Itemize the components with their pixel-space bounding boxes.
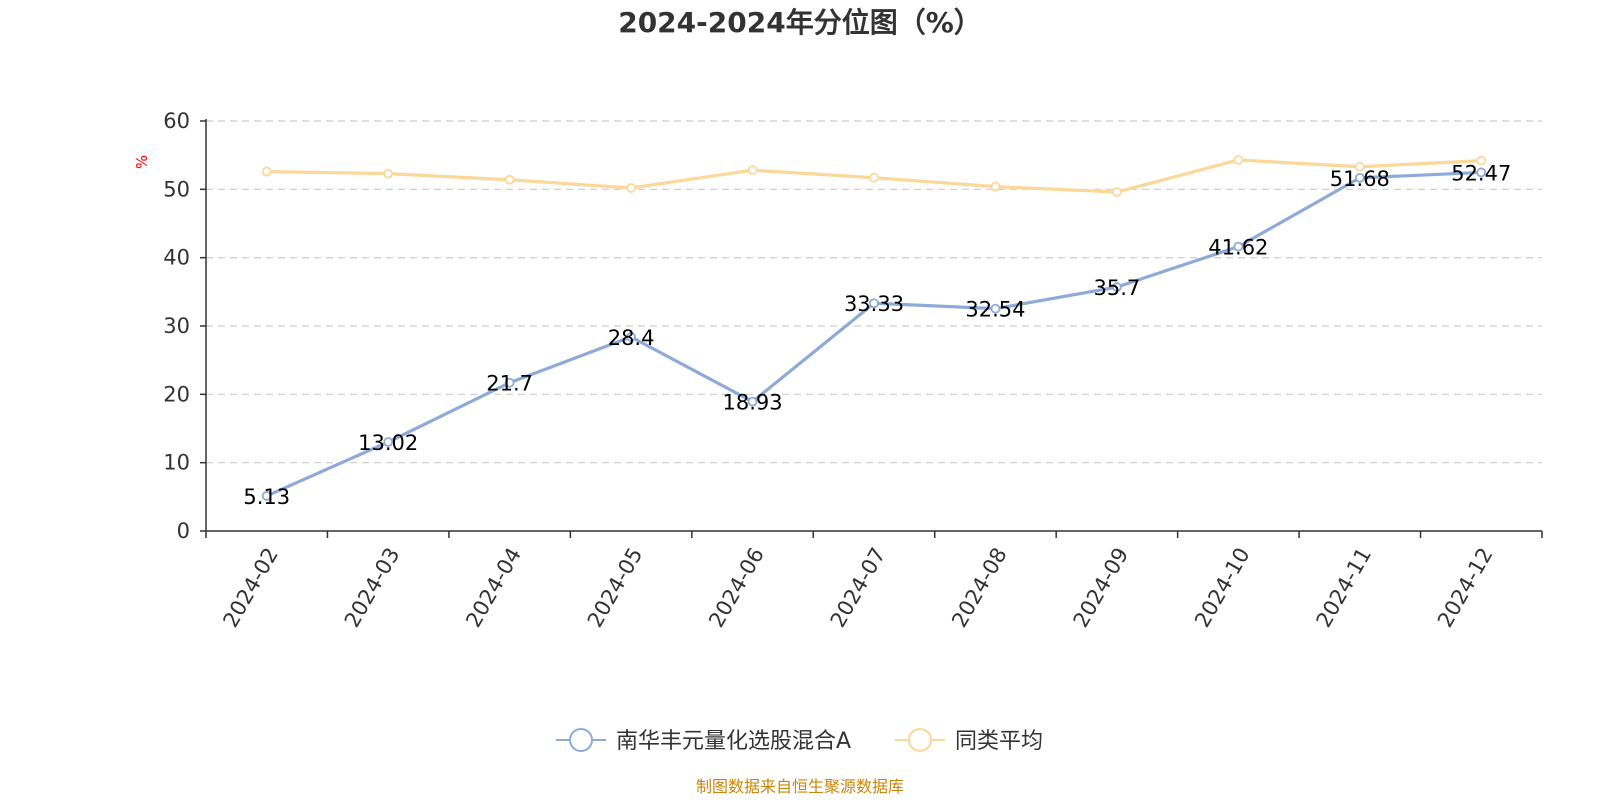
series-0-point [626, 332, 636, 342]
data-label: 28.4 [608, 326, 655, 350]
series-1-point [990, 181, 1001, 192]
x-tick-label: 2024-04 [461, 544, 526, 632]
x-tick-label: 2024-12 [1433, 544, 1498, 632]
y-tick-label: 40 [163, 246, 190, 270]
series-0-point [1112, 282, 1122, 292]
series-1-point [869, 172, 879, 183]
legend-label: 南华丰元量化选股混合A [616, 729, 851, 754]
x-tick-label: 2024-02 [218, 544, 283, 632]
series-0-point [1476, 167, 1487, 178]
legend-item-0[interactable]: 南华丰元量化选股混合A [556, 728, 851, 754]
legend-label: 同类平均 [955, 729, 1043, 754]
data-label: 13.02 [358, 431, 418, 455]
legend: 南华丰元量化选股混合A 同类平均 [556, 728, 1043, 754]
x-tick-label: 2024-05 [583, 544, 648, 632]
data-label: 5.13 [243, 485, 290, 509]
x-tick-label: 2024-10 [1190, 544, 1255, 632]
series-1-point [1354, 161, 1365, 172]
x-tick-label: 2024-09 [1069, 544, 1134, 632]
series-lines [261, 155, 1487, 501]
grid-lines [206, 120, 1542, 464]
legend-marker-icon [569, 728, 593, 752]
legend-marker-icon [908, 728, 932, 752]
series-1-point [383, 168, 394, 179]
chart-title: 2024-2024年分位图（%） [618, 6, 982, 39]
series-0-point [261, 491, 272, 501]
x-tick-label: 2024-06 [704, 544, 769, 632]
series-0-point [1233, 241, 1244, 252]
data-label: 35.7 [1094, 276, 1141, 300]
x-tick-label: 2024-08 [947, 544, 1012, 632]
series-1-point [747, 165, 758, 176]
data-labels: 5.13 13.02 21.7 28.4 18.93 33.33 32.54 35.7 41.6… [243, 161, 1511, 508]
source-note: 制图数据来自恒生聚源数据库 [696, 777, 904, 796]
series-1-point [1112, 187, 1122, 197]
series-0-point [1354, 172, 1365, 183]
data-label: 41.62 [1208, 236, 1268, 260]
data-label: 52.47 [1451, 161, 1511, 185]
series-line-0 [266, 170, 1482, 498]
x-tick-label: 2024-07 [826, 544, 891, 632]
series-0-point [869, 298, 879, 309]
series-0-point [383, 437, 394, 447]
series-1-point [626, 183, 636, 193]
series-1-point [1233, 155, 1244, 165]
y-tick-label: 60 [163, 109, 190, 133]
x-tick-label: 2024-11 [1311, 544, 1376, 632]
series-1-point [1476, 155, 1487, 166]
data-label: 32.54 [965, 298, 1025, 322]
data-label: 51.68 [1330, 167, 1390, 191]
series-1-point [504, 174, 515, 185]
series-0-point [747, 396, 758, 407]
y-tick-label: 30 [163, 314, 190, 338]
series-0-point [990, 303, 1001, 314]
y-tick-label: 0 [177, 519, 190, 543]
data-label: 33.33 [844, 292, 904, 316]
data-label: 18.93 [722, 391, 782, 415]
y-tick-label: 20 [163, 382, 190, 406]
y-tick-label: 50 [163, 177, 190, 201]
x-tick-label: 2024-03 [340, 544, 405, 632]
series-0-point [504, 377, 515, 388]
y-tick-label: 10 [163, 451, 190, 475]
data-label: 21.7 [486, 372, 533, 396]
y-axis-label: % [133, 155, 151, 169]
series-1-point [261, 166, 272, 177]
legend-item-1[interactable]: 同类平均 [895, 728, 1043, 754]
